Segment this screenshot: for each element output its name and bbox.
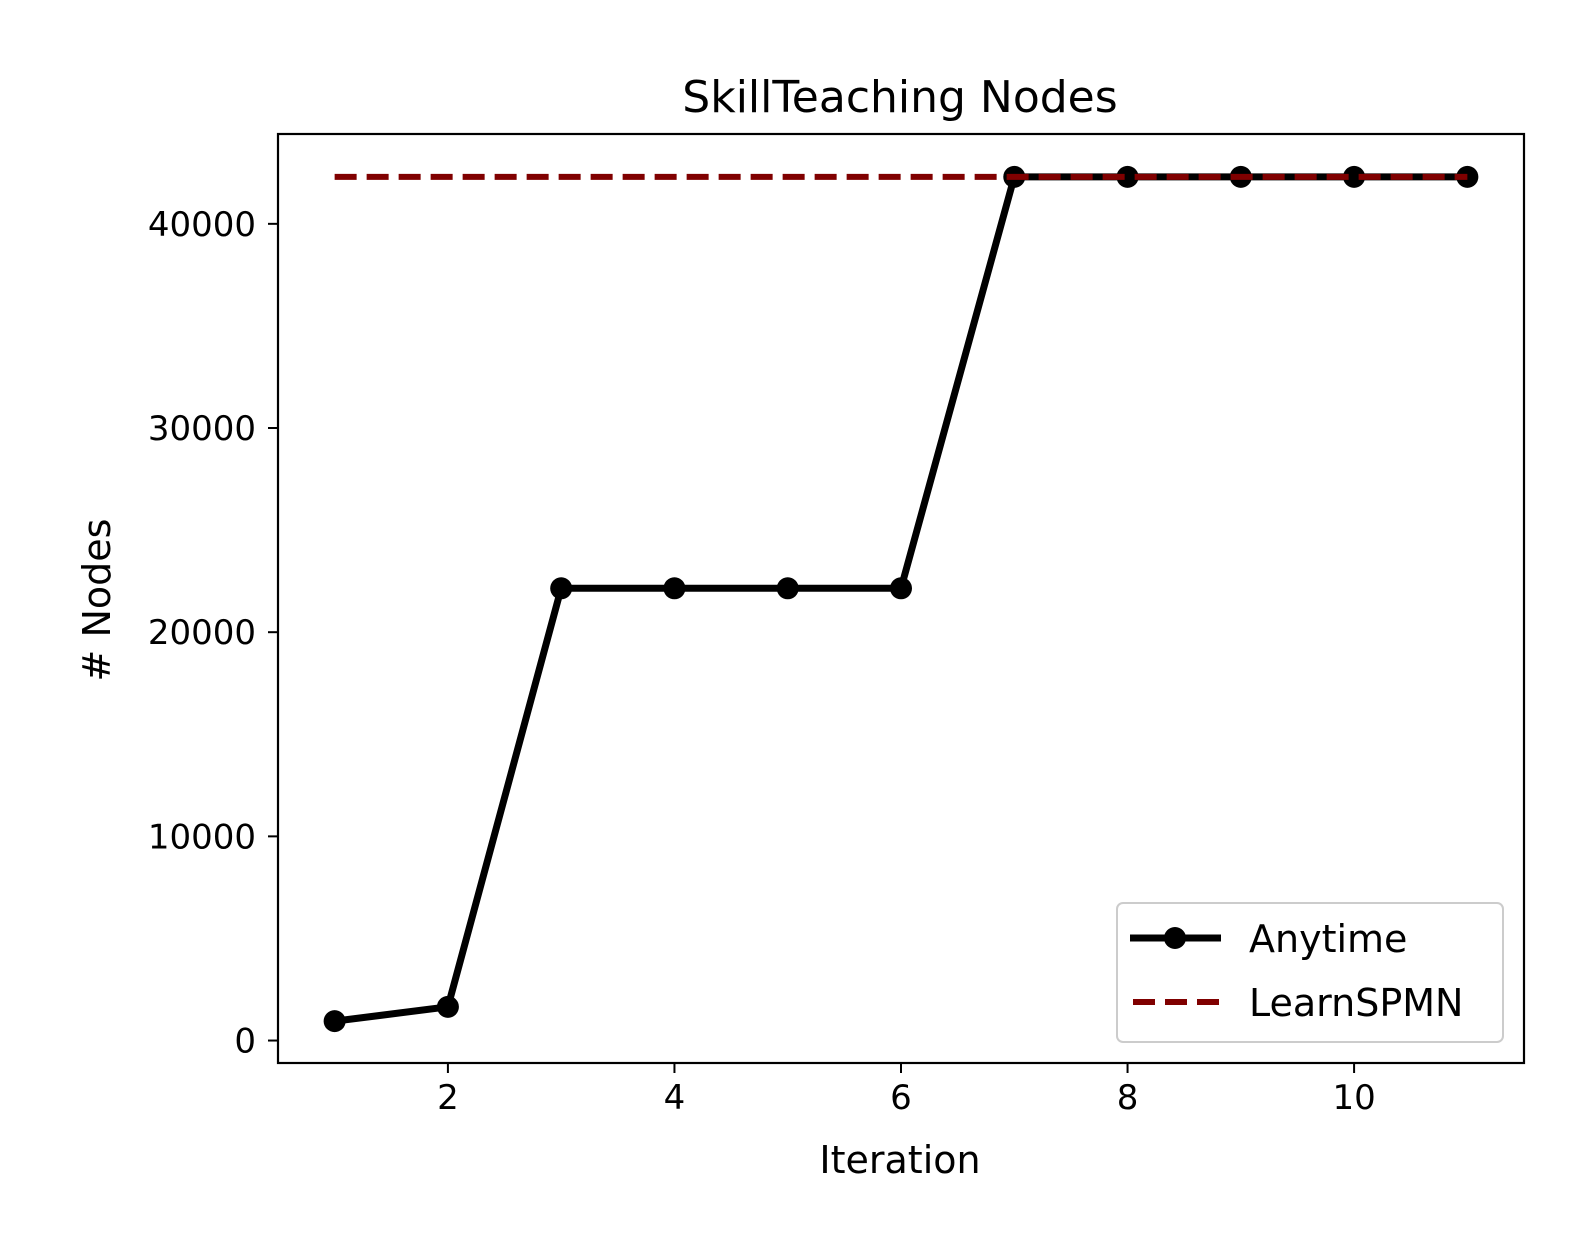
x-tick-label: 2 — [437, 1078, 459, 1118]
y-tick-label: 10000 — [148, 817, 256, 857]
y-tick-label: 30000 — [148, 409, 256, 449]
data-point-anytime — [550, 577, 573, 600]
data-point-anytime — [1343, 165, 1366, 188]
y-ticks: 0 10000 20000 30000 40000 — [148, 205, 278, 1062]
legend-marker-anytime — [1164, 927, 1186, 949]
data-point-anytime — [663, 577, 686, 600]
legend: Anytime LearnSPMN — [1116, 902, 1504, 1043]
plot-area — [323, 165, 1479, 1033]
y-tick-label: 20000 — [148, 613, 256, 653]
legend-label-learnspmn: LearnSPMN — [1249, 981, 1463, 1025]
data-point-anytime — [776, 577, 799, 600]
x-tick-label: 10 — [1332, 1078, 1375, 1118]
data-point-anytime — [1116, 165, 1139, 188]
data-point-anytime — [323, 1010, 346, 1033]
x-tick-label: 8 — [1117, 1078, 1139, 1118]
legend-item-anytime: Anytime — [1130, 917, 1407, 961]
data-point-anytime — [890, 577, 912, 600]
y-axis-label: # Nodes — [75, 519, 119, 682]
legend-item-learnspmn: LearnSPMN — [1133, 981, 1463, 1025]
chart-title: SkillTeaching Nodes — [682, 72, 1117, 123]
x-axis-label: Iteration — [819, 1138, 980, 1182]
data-point-anytime — [436, 995, 459, 1018]
x-tick-label: 4 — [664, 1078, 686, 1118]
axes-frame — [276, 132, 1526, 1065]
x-tick-label: 6 — [890, 1078, 912, 1118]
legend-label-anytime: Anytime — [1249, 917, 1407, 961]
x-ticks: 2 4 6 8 10 — [437, 1063, 1376, 1118]
y-tick-label: 0 — [234, 1022, 256, 1062]
y-tick-label: 40000 — [148, 205, 256, 245]
